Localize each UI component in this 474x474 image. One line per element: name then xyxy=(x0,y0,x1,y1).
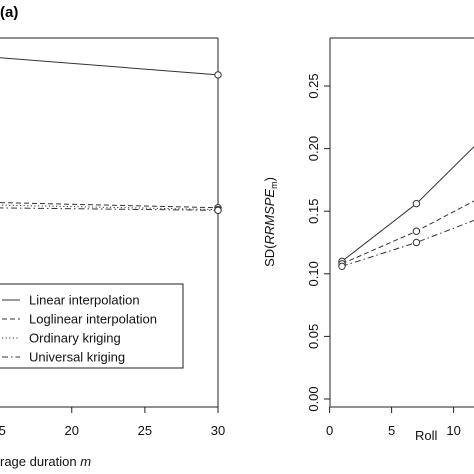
right-series-line-loglinear-interpolation xyxy=(341,200,474,265)
right-point-linear-interpolation-1 xyxy=(412,199,421,208)
left-chart-panel: 15 20 25 30 rage duration m Linear interpol… xyxy=(0,37,225,469)
left-x-axis-title-var: m xyxy=(80,454,91,469)
right-series-line-linear-interpolation xyxy=(341,145,474,262)
right-series-group xyxy=(338,145,474,270)
right-x-tick-label-10: 10 xyxy=(446,423,460,438)
right-y-axis-title-var: RRMSPE xyxy=(262,189,277,245)
left-series-group xyxy=(0,57,222,215)
right-x-tick-label-0: 0 xyxy=(326,423,333,438)
right-y-axis-title-suffix: ) xyxy=(262,177,277,181)
left-series-line-universal-kriging xyxy=(0,207,219,211)
right-point-loglinear-interpolation-1 xyxy=(412,227,421,235)
legend-box xyxy=(0,283,184,369)
right-point-universal-kriging-0 xyxy=(338,262,346,270)
right-point-universal-kriging-1 xyxy=(412,238,421,247)
left-x-tick-label-15: 15 xyxy=(0,423,6,438)
legend-label-linear-interpolation: Linear interpolation xyxy=(29,293,140,308)
left-series-line-loglinear-interpolation xyxy=(0,202,219,209)
left-series-line-ordinary-kriging xyxy=(0,204,219,211)
right-y-tick-label-5: 0.25 xyxy=(306,73,321,98)
right-x-ticks: 0 5 10 xyxy=(326,407,461,438)
legend-entries: Linear interpolation Loglinear interpolat… xyxy=(2,293,157,365)
left-x-tick-label-25: 25 xyxy=(138,423,152,438)
legend: Linear interpolation Loglinear interpolat… xyxy=(0,283,184,369)
right-y-axis-title-sub: m xyxy=(269,181,279,189)
left-x-axis-title-text: rage duration xyxy=(0,454,80,469)
right-y-tick-label-4: 0.20 xyxy=(306,136,321,161)
right-y-tick-label-2: 0.10 xyxy=(306,261,321,286)
legend-label-universal-kriging: Universal kriging xyxy=(29,350,125,365)
right-y-axis-title-prefix: SD( xyxy=(262,244,277,267)
right-y-tick-label-0: 0.00 xyxy=(306,386,321,411)
right-chart-panel: 0.00 0.05 0.10 0.15 0.20 0.25 0 5 10 SD(RRMSPEm… xyxy=(262,37,474,443)
right-series-line-universal-kriging xyxy=(341,219,474,267)
panel-label: (a) xyxy=(0,4,18,21)
left-x-ticks: 15 20 25 30 xyxy=(0,407,225,438)
left-series-line-linear-interpolation xyxy=(0,57,219,76)
right-y-tick-label-3: 0.15 xyxy=(306,199,321,224)
left-x-axis-title: rage duration m xyxy=(0,454,91,469)
left-x-tick-label-30: 30 xyxy=(211,423,225,438)
legend-label-loglinear-interpolation: Loglinear interpolation xyxy=(29,312,157,327)
right-x-axis-title: Roll xyxy=(415,428,438,443)
right-y-axis-title: SD(RRMSPEm) xyxy=(262,177,279,267)
left-point-universal-kriging-1 xyxy=(214,206,222,215)
right-y-tick-label-1: 0.05 xyxy=(306,324,321,349)
left-point-linear-interpolation-1 xyxy=(214,71,222,79)
left-x-tick-label-20: 20 xyxy=(65,423,79,438)
legend-label-ordinary-kriging: Ordinary kriging xyxy=(29,331,121,346)
right-x-tick-label-5: 5 xyxy=(388,423,395,438)
right-y-ticks: 0.00 0.05 0.10 0.15 0.20 0.25 xyxy=(306,73,330,412)
